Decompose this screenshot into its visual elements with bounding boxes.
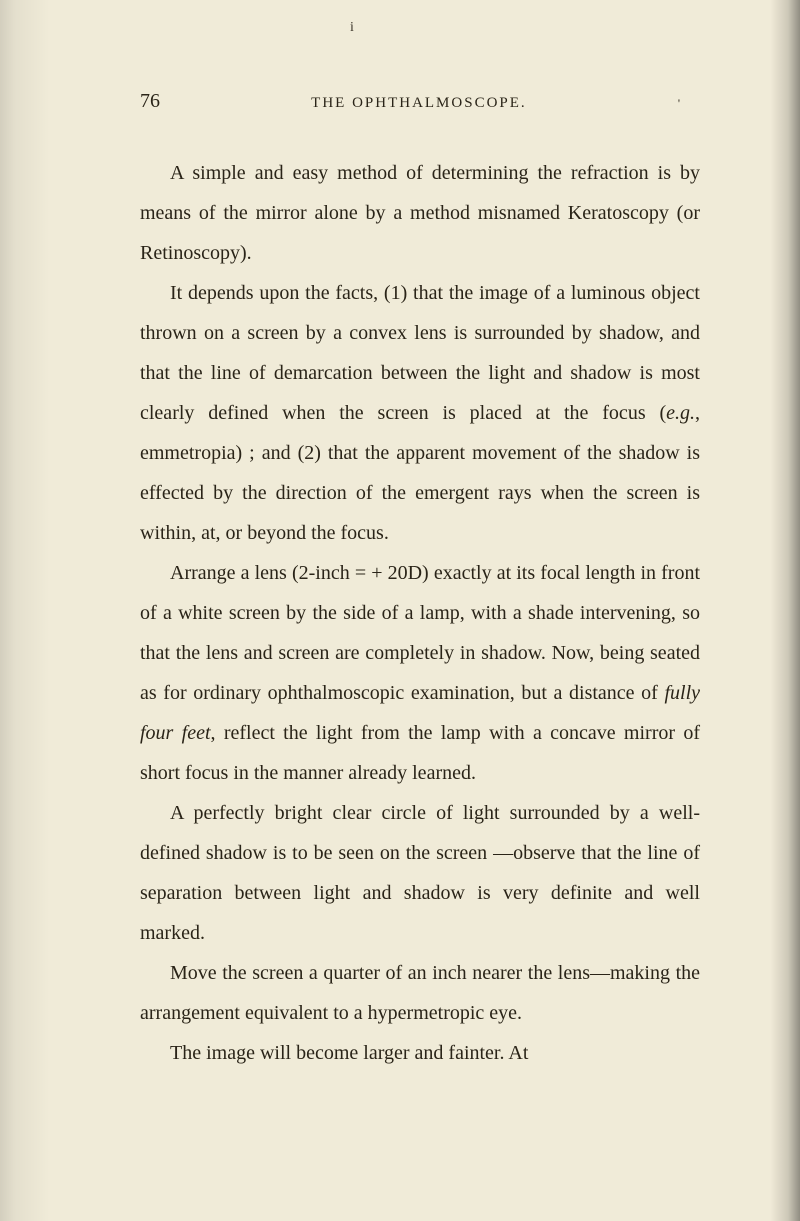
page-number: 76 (140, 90, 160, 113)
paragraph-4: A perfectly bright clear circle of light… (140, 793, 700, 953)
p2-part1: It depends upon the facts, (1) that the … (140, 282, 700, 424)
page-shadow-right (770, 0, 800, 1221)
tick-mark: ' (678, 96, 680, 111)
paragraph-3: Arrange a lens (2-inch = + 20D) exactly … (140, 553, 700, 793)
paragraph-1: A simple and easy method of determining … (140, 153, 700, 273)
paragraph-6: The image will become larger and fainter… (140, 1033, 700, 1073)
paragraph-5: Move the screen a quarter of an inch nea… (140, 953, 700, 1033)
running-title: THE OPHTHALMOSCOPE. (311, 95, 527, 112)
page-header: 76 THE OPHTHALMOSCOPE. ' (140, 90, 700, 113)
paragraph-2: It depends upon the facts, (1) that the … (140, 273, 700, 553)
book-page: i 76 THE OPHTHALMOSCOPE. ' A simple and … (0, 0, 800, 1221)
p3-part1: Arrange a lens (2-inch = + 20D) exactly … (140, 562, 700, 704)
body-text: A simple and easy method of determining … (140, 153, 700, 1073)
top-mark: i (350, 20, 354, 36)
p3-part2: , reflect the light from the lamp with a… (140, 722, 700, 784)
p2-eg: e.g. (666, 402, 695, 424)
